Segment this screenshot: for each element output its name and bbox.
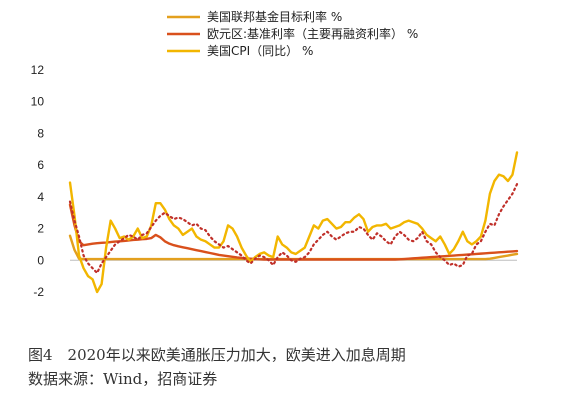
legend-label-3: 美国CPI（同比） % bbox=[207, 44, 313, 58]
y-tick-label: 10 bbox=[31, 95, 45, 109]
legend-label-1: 美国联邦基金目标利率 % bbox=[207, 9, 342, 24]
y-axis: -2 0 2 4 6 8 10 12 bbox=[31, 63, 45, 299]
series-layer bbox=[68, 151, 519, 294]
legend-label-2: 欧元区:基准利率（主要再融资利率） % bbox=[207, 26, 418, 41]
series-line-3 bbox=[68, 151, 519, 294]
y-tick-label: 6 bbox=[37, 158, 44, 172]
y-tick-label: 8 bbox=[37, 126, 44, 140]
y-tick-label: -2 bbox=[33, 285, 44, 299]
y-tick-label: 0 bbox=[37, 253, 44, 267]
series-line-4 bbox=[68, 183, 519, 275]
figure-source: 数据来源：Wind，招商证券 bbox=[28, 370, 218, 388]
y-tick-label: 4 bbox=[37, 190, 44, 204]
legend: 美国联邦基金目标利率 % 欧元区:基准利率（主要再融资利率） % 美国CPI（同比）… bbox=[167, 9, 418, 58]
figure-caption: 图4 2020年以来欧美通胀压力加大，欧美进入加息周期 bbox=[28, 346, 406, 364]
y-tick-label: 2 bbox=[37, 222, 44, 236]
series-line-2 bbox=[68, 203, 519, 261]
y-tick-label: 12 bbox=[31, 63, 45, 77]
